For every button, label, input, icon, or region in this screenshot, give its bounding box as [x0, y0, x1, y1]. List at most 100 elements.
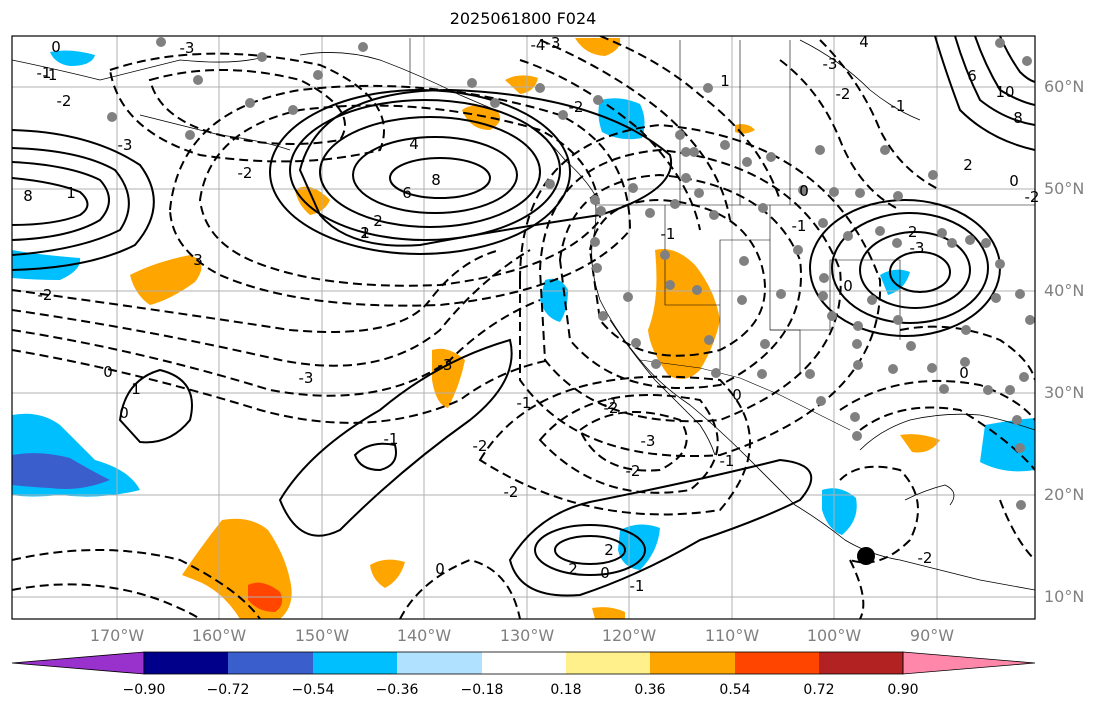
coast-gulf: [859, 413, 1035, 451]
contour-label: 2: [360, 224, 370, 242]
station-dot: [758, 203, 768, 213]
station-dot: [709, 210, 719, 220]
contour-label: 4: [409, 135, 419, 153]
contour-label: 1: [720, 72, 730, 90]
contour-label: -3: [118, 136, 133, 154]
station-dot: [593, 95, 603, 105]
contour-wpac-ridge-2: [12, 161, 110, 241]
station-dot: [358, 42, 368, 52]
colorbar-tick: 0.36: [634, 682, 666, 698]
negative-area-offshore: [540, 278, 568, 322]
contour-label: -2: [918, 549, 933, 567]
contour-label: 0: [843, 277, 853, 295]
station-dot: [852, 431, 862, 441]
contour-label: -1: [43, 66, 58, 84]
station-dot: [675, 130, 685, 140]
station-dot: [288, 105, 298, 115]
contour-label: -3: [180, 39, 195, 57]
station-dot: [1016, 500, 1026, 510]
contour-canada-ridge-2: [954, 36, 1035, 126]
station-dot: [1019, 372, 1029, 382]
contour-west-us-low-4: [519, 123, 882, 458]
contour-small-loop: [353, 442, 397, 472]
station-dot: [628, 183, 638, 193]
station-dot: [995, 38, 1005, 48]
colorbar-segment: [482, 652, 566, 674]
station-dot: [888, 364, 898, 374]
positive-area-baja: [648, 249, 720, 379]
station-dot: [703, 83, 713, 93]
station-dot: [598, 311, 608, 321]
lon-label: 150°W: [294, 626, 350, 645]
contour-label: -1: [384, 430, 399, 448]
station-dot: [590, 195, 600, 205]
contour-subtrop-1: [578, 411, 688, 472]
contour-west-small: [118, 368, 193, 444]
contour-label: -2: [238, 164, 253, 182]
contour-label: -2: [504, 483, 519, 501]
station-dot: [704, 335, 714, 345]
station-dot: [937, 228, 947, 238]
station-dot: [737, 295, 747, 305]
station-dot: [991, 293, 1001, 303]
contour-label: 0: [103, 363, 113, 381]
contour-label: -2: [57, 92, 72, 110]
coastlines: [12, 39, 1035, 591]
contour-west-us-low-1: [588, 198, 766, 357]
coast-baja: [609, 319, 716, 456]
station-dot: [467, 78, 477, 88]
station-dot: [257, 52, 267, 62]
contour-label: 6: [402, 184, 412, 202]
solid-contours: [12, 36, 1035, 597]
contour-label: 1: [131, 380, 141, 398]
contour-tropical-3: [554, 535, 626, 565]
contour-label: 1: [360, 224, 370, 242]
station-dot: [853, 360, 863, 370]
station-dot: [670, 199, 680, 209]
contour-label: 0: [600, 564, 610, 582]
contour-aleutian-low-2: [108, 52, 385, 163]
station-dot: [928, 170, 938, 180]
contour-label: -1: [661, 225, 676, 243]
station-dot: [798, 185, 808, 195]
contour-label: -2: [836, 85, 851, 103]
negative-area-nw-strip: [12, 250, 81, 280]
contour-pacific-band-4: [12, 249, 501, 333]
colorbar: [11, 651, 1036, 675]
station-dot: [631, 338, 641, 348]
contour-label: 6: [967, 67, 977, 85]
contour-label: -2: [569, 98, 584, 116]
station-dot: [660, 250, 670, 260]
contour-label: 0: [959, 364, 969, 382]
colorbar-tick: 0.72: [803, 682, 835, 698]
map-frame: [11, 35, 1036, 620]
lon-label: 130°W: [499, 626, 555, 645]
station-dot: [742, 157, 752, 167]
lon-label: 110°W: [704, 626, 760, 645]
station-dot: [193, 75, 203, 85]
border-us-mexico: [639, 359, 851, 431]
contour-label: 0: [799, 182, 809, 200]
contour-label: -4: [531, 36, 546, 54]
station-dot: [818, 291, 828, 301]
negative-area-far-nw: [50, 50, 95, 66]
black-marker: [857, 547, 875, 565]
station-dot: [983, 385, 993, 395]
border-states-3: [719, 305, 801, 375]
contour-label: -3: [438, 356, 453, 374]
contour-canada-low: [779, 59, 901, 211]
colorbar-tick: 0.90: [887, 682, 919, 698]
station-dot: [1015, 443, 1025, 453]
contour-wpac-ridge-4: [12, 129, 155, 271]
station-dot: [623, 292, 633, 302]
contour-subtrop-3: [478, 375, 751, 516]
station-dot: [960, 357, 970, 367]
contour-tropical-2: [534, 524, 646, 576]
station-dot: [681, 147, 691, 157]
positive-area-alaska: [462, 105, 501, 130]
station-dot: [558, 110, 568, 120]
station-dot: [880, 145, 890, 155]
contour-high-npac-2: [352, 136, 518, 214]
contour-canada-low-2: [819, 39, 941, 191]
